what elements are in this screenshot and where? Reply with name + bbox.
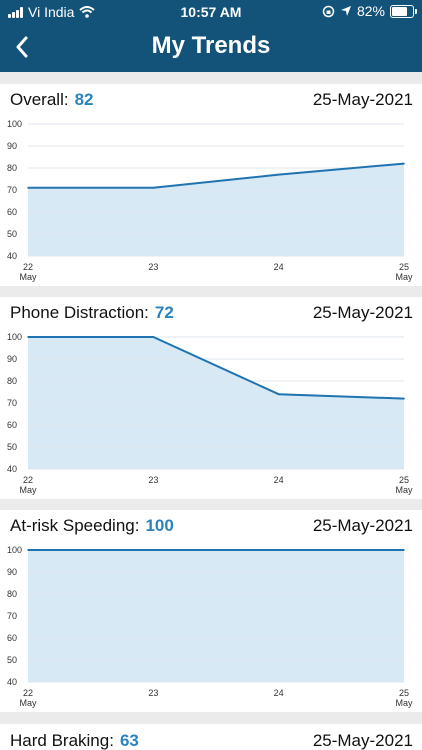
data-point <box>403 397 405 400</box>
y-tick-label: 90 <box>7 141 17 151</box>
y-tick-label: 80 <box>7 376 17 386</box>
data-point <box>27 336 29 338</box>
x-tick-label: 23 <box>148 688 158 698</box>
y-tick-label: 90 <box>7 354 17 364</box>
trend-chart: 40 50 60 70 80 90 100 22 May 23 24 25 May <box>0 544 422 717</box>
card-date: 25-May-2021 <box>312 303 413 322</box>
chevron-left-icon <box>16 36 28 58</box>
x-tick-label: 23 <box>148 262 158 272</box>
signal-icon <box>8 6 23 18</box>
wifi-icon <box>79 6 96 18</box>
y-tick-label: 60 <box>7 420 17 430</box>
app-header: Vi India 10:57 AM 82% My Trends <box>0 0 422 72</box>
data-point <box>277 173 280 176</box>
x-tick-label: 25 May <box>395 262 413 282</box>
trend-card-phone-distraction[interactable]: Phone Distraction: 72 25-May-2021 40 50 60 7… <box>0 297 422 499</box>
y-tick-label: 60 <box>7 633 17 643</box>
data-point <box>27 187 29 189</box>
x-tick-label: 22 May <box>19 475 37 495</box>
card-label: Phone Distraction: <box>10 303 149 322</box>
card-score: 72 <box>154 303 174 322</box>
card-score: 82 <box>74 90 94 109</box>
y-tick-label: 70 <box>7 611 17 621</box>
x-tick-label: 22 May <box>19 262 37 282</box>
data-point <box>403 549 405 551</box>
trend-card-at-risk-speeding[interactable]: At-risk Speeding: 100 25-May-2021 40 50 60 7… <box>0 510 422 712</box>
y-tick-label: 50 <box>7 442 17 452</box>
x-tick-label: 23 <box>148 475 158 485</box>
x-tick-label: 25 May <box>395 688 413 708</box>
y-tick-label: 40 <box>7 464 17 474</box>
series-line <box>28 336 405 400</box>
data-point <box>152 336 155 338</box>
series-line <box>28 162 405 189</box>
y-tick-label: 100 <box>7 119 22 129</box>
y-tick-label: 90 <box>7 567 17 577</box>
y-tick-label: 50 <box>7 655 17 665</box>
y-tick-label: 80 <box>7 163 17 173</box>
card-header: Overall: 82 25-May-2021 <box>10 90 413 114</box>
x-tick-label: 22 May <box>19 688 37 708</box>
y-tick-label: 70 <box>7 185 17 195</box>
y-tick-label: 70 <box>7 398 17 408</box>
trend-chart: 40 50 60 70 80 90 100 22 May 23 24 25 May <box>0 331 422 504</box>
card-score: 63 <box>119 731 139 750</box>
x-tick-label: 24 <box>274 688 284 698</box>
card-label: At-risk Speeding: <box>10 516 140 535</box>
data-point <box>277 393 280 395</box>
y-tick-label: 100 <box>7 332 22 342</box>
card-date: 25-May-2021 <box>312 731 413 750</box>
area-fill <box>28 163 404 256</box>
y-tick-label: 80 <box>7 589 17 599</box>
data-point <box>403 162 405 165</box>
trend-card-overall[interactable]: Overall: 82 25-May-2021 40 50 60 70 80 90 100 22… <box>0 84 422 286</box>
location-icon <box>340 6 351 16</box>
status-time: 10:57 AM <box>180 4 242 20</box>
card-date: 25-May-2021 <box>312 90 413 109</box>
card-date: 25-May-2021 <box>312 516 413 535</box>
card-score: 100 <box>145 516 174 535</box>
trend-card-hard-braking[interactable]: Hard Braking: 63 25-May-2021 <box>0 724 422 750</box>
data-point <box>27 549 29 551</box>
carrier-name: Vi India <box>28 4 75 20</box>
phone-distraction-chart: 40 50 60 70 80 90 100 22 May 23 24 25 May <box>7 332 413 495</box>
data-point <box>277 549 280 551</box>
battery-level <box>392 6 407 16</box>
overall-chart: 40 50 60 70 80 90 100 22 May 23 24 25 May <box>7 119 413 282</box>
y-tick-label: 40 <box>7 251 17 261</box>
card-header: At-risk Speeding: 100 25-May-2021 <box>10 516 413 540</box>
x-tick-label: 24 <box>274 475 284 485</box>
x-tick-label: 24 <box>274 262 284 272</box>
status-right: 82% <box>322 3 417 19</box>
card-label: Overall: <box>10 90 69 109</box>
card-header: Hard Braking: 63 25-May-2021 <box>10 731 413 750</box>
page-title: My Trends <box>151 32 271 59</box>
trend-chart: 40 50 60 70 80 90 100 22 May 23 24 25 May <box>0 118 422 291</box>
back-button[interactable] <box>6 30 38 64</box>
data-point <box>152 549 155 551</box>
carrier-info: Vi India <box>8 4 96 20</box>
y-tick-label: 60 <box>7 207 17 217</box>
y-tick-label: 100 <box>7 545 22 555</box>
battery-percent: 82% <box>356 3 385 19</box>
y-tick-label: 50 <box>7 229 17 239</box>
y-tick-label: 40 <box>7 677 17 687</box>
orientation-lock-icon <box>322 5 335 17</box>
at-risk-speeding-chart: 40 50 60 70 80 90 100 22 May 23 24 25 May <box>7 545 413 708</box>
x-tick-label: 25 May <box>395 475 413 495</box>
battery-icon <box>390 4 417 18</box>
data-point <box>152 187 155 189</box>
nav-bar: My Trends <box>0 24 422 72</box>
card-label: Hard Braking: <box>10 731 114 750</box>
card-header: Phone Distraction: 72 25-May-2021 <box>10 303 413 327</box>
status-bar: Vi India 10:57 AM 82% <box>0 0 422 24</box>
